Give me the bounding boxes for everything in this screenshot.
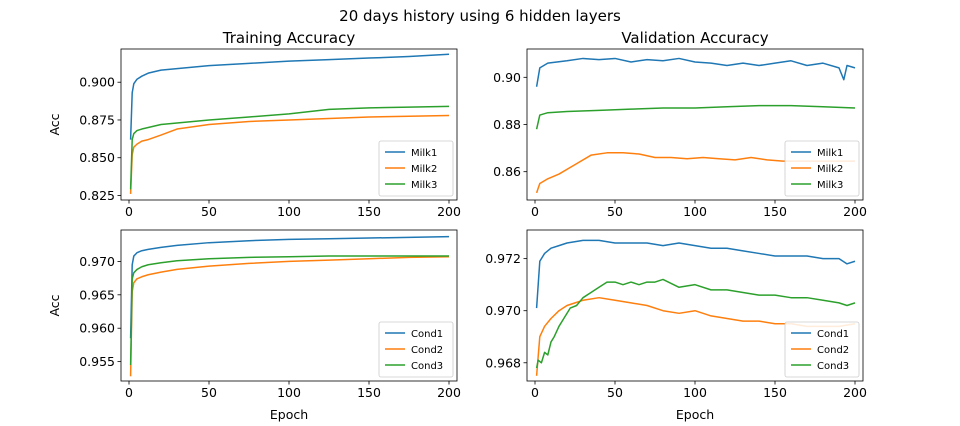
series-line-cond1 [129, 235, 450, 339]
x-tick-label: 50 [201, 204, 217, 219]
legend-label-cond2: Cond2 [817, 345, 849, 356]
y-tick-label: 0.86 [493, 164, 521, 179]
y-tick-label: 0.850 [79, 150, 115, 165]
legend: Milk1 Milk2 Milk3 [378, 140, 454, 197]
x-tick-label: 0 [125, 204, 133, 219]
series-line-milk1 [129, 53, 450, 140]
x-tick-label: 200 [843, 385, 867, 400]
x-tick-label: 200 [437, 385, 461, 400]
subplot-cond-validation: 0 50 100 150 2000.9680.9700.972EpochCond1Con… [485, 229, 867, 422]
y-tick-label: 0.825 [79, 188, 115, 203]
y-tick-label: 0.900 [79, 75, 115, 90]
series-line-milk3 [129, 105, 450, 190]
x-tick-label: 0 [531, 385, 539, 400]
x-tick-label: 150 [357, 385, 381, 400]
legend: Cond1 Cond2 Cond3 [378, 321, 454, 378]
legend-box [378, 140, 454, 197]
legend-label-milk3: Milk3 [411, 180, 437, 191]
series-line-milk3 [535, 104, 856, 130]
y-tick-label: 0.960 [79, 321, 115, 336]
x-axis-label: Epoch [270, 407, 308, 422]
x-tick-label: 200 [843, 204, 867, 219]
x-tick-label: 0 [531, 204, 539, 219]
x-tick-label: 150 [763, 385, 787, 400]
y-tick-label: 0.965 [79, 287, 115, 302]
subplot-cond-training: 0 50 100 150 200 0.955 0.960 0.965 0.970 Epoch Acc… [47, 229, 461, 422]
legend-label-cond2: Cond2 [411, 345, 443, 356]
x-tick-label: 200 [437, 204, 461, 219]
legend-label-cond1: Cond1 [411, 329, 443, 340]
legend-label-cond3: Cond3 [817, 361, 849, 372]
x-tick-label: 100 [277, 204, 301, 219]
series-line-milk2 [129, 114, 450, 194]
y-tick-label: 0.88 [493, 117, 521, 132]
legend-box [378, 321, 454, 378]
y-tick-label: 0.968 [485, 355, 521, 370]
series-line-cond1 [535, 239, 856, 309]
x-tick-label: 50 [607, 385, 623, 400]
legend-label-cond3: Cond3 [411, 361, 443, 372]
y-tick-label: 0.90 [493, 70, 521, 85]
legend-label-cond1: Cond1 [817, 329, 849, 340]
subplot-training: 0 50 100 150 200 0.825 0.850 0.875 0.900 Training… [47, 29, 461, 219]
x-tick-label: 50 [607, 204, 623, 219]
y-axis-label: Acc [47, 113, 62, 135]
subplot-title: Validation Accuracy [621, 29, 768, 47]
x-tick-label: 150 [763, 204, 787, 219]
subplots-grid: 0 50 100 150 2000.8250.8500.8750.900Training… [47, 29, 867, 422]
legend-box [784, 140, 860, 197]
legend-label-milk2: Milk2 [817, 164, 843, 175]
series-line-milk1 [535, 57, 856, 87]
y-tick-label: 0.970 [79, 254, 115, 269]
x-tick-label: 100 [683, 385, 707, 400]
legend-box [784, 321, 860, 378]
series-line-cond2 [129, 255, 450, 377]
x-tick-label: 100 [277, 385, 301, 400]
y-tick-label: 0.955 [79, 354, 115, 369]
y-axis-label: Acc [47, 294, 62, 316]
legend: Milk1 Milk2 Milk3 [784, 140, 860, 197]
y-tick-label: 0.875 [79, 112, 115, 127]
legend-label-milk3: Milk3 [817, 180, 843, 191]
x-axis-label: Epoch [676, 407, 714, 422]
series-line-cond3 [129, 255, 449, 365]
x-tick-label: 150 [357, 204, 381, 219]
legend-label-milk1: Milk1 [411, 148, 437, 159]
figure-title: 20 days history using 6 hidden layers [339, 7, 621, 25]
subplot-validation: 0 50 100 150 200 0.86 0.88 0.90 Validation Accur… [493, 29, 867, 219]
series-line-cond3 [535, 278, 856, 369]
subplot-title: Training Accuracy [222, 29, 356, 47]
legend: Cond1 Cond2 Cond3 [784, 321, 860, 378]
x-tick-label: 0 [125, 385, 133, 400]
y-tick-label: 0.972 [485, 251, 521, 266]
x-tick-label: 50 [201, 385, 217, 400]
legend-label-milk2: Milk2 [411, 164, 437, 175]
legend-label-milk1: Milk1 [817, 148, 843, 159]
y-tick-label: 0.970 [485, 303, 521, 318]
x-tick-label: 100 [683, 204, 707, 219]
